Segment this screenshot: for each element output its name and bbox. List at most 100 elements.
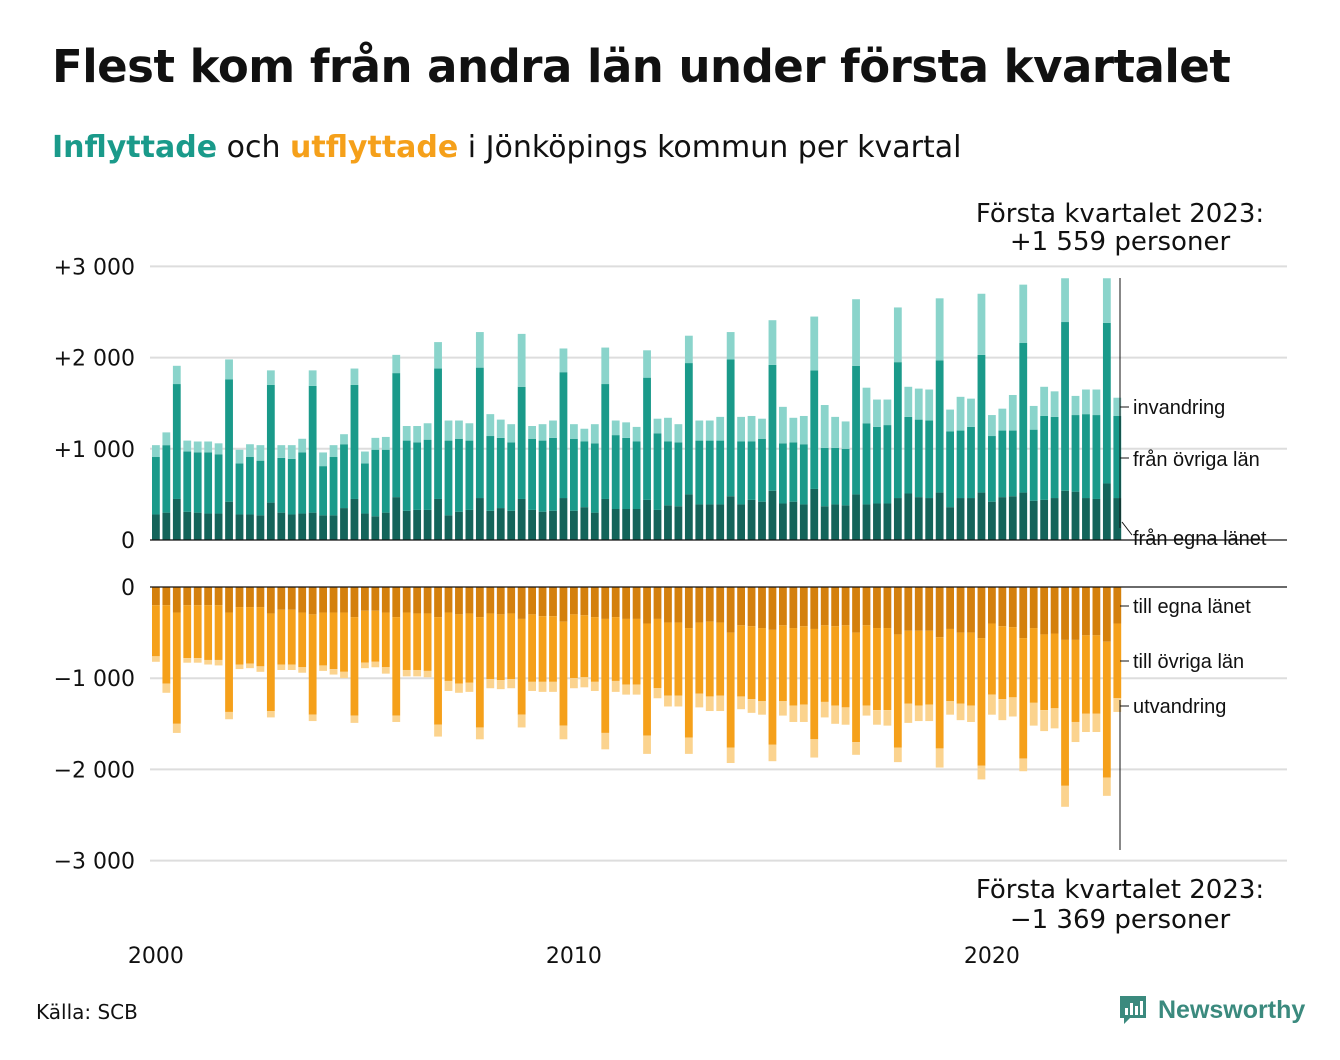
bar-out-1 [862,625,871,706]
bar-in-2 [601,347,610,385]
bar-out-2 [298,667,307,673]
bar-out-1 [893,634,902,748]
bar-out-2 [434,724,442,737]
bar-out-1 [810,628,819,740]
subtitle-rest: i Jönköpings kommun per kvartal [458,130,962,165]
bar-in-1 [549,437,557,511]
bar-in-1 [873,426,881,504]
bar-in-1 [643,377,651,500]
bar-out-1 [329,612,338,670]
bar-out-1 [914,630,923,706]
bar-in-1 [214,454,223,514]
bar-in-1 [235,463,244,515]
inflow-bars [152,278,1122,540]
bar-in-0 [570,510,578,540]
bar-out-1 [287,609,296,665]
bar-out-1 [434,617,442,725]
bar-in-0 [580,507,589,540]
bar-out-1 [820,625,829,702]
bar-out-1 [507,613,516,680]
bar-in-2 [977,293,986,355]
bar-in-1 [590,443,599,513]
bar-in-0 [413,509,422,540]
bar-out-1 [799,626,808,705]
bar-out-1 [277,609,286,665]
bar-out-1 [235,607,244,665]
bar-in-0 [517,498,526,540]
bar-in-2 [643,350,651,378]
x-tick-label: 2000 [128,944,184,969]
bar-out-0 [1061,587,1069,640]
bar-out-0 [308,587,317,615]
bar-in-1 [371,449,380,517]
bar-out-1 [381,612,390,668]
bar-out-0 [517,587,526,619]
bar-out-1 [496,614,505,681]
bar-in-1 [1092,415,1101,499]
bar-out-1 [538,616,547,682]
bar-in-1 [977,354,986,493]
bar-out-2 [653,688,662,699]
bar-in-2 [570,424,578,439]
y-tick-label: 0 [121,576,135,601]
bar-in-0 [277,512,286,540]
bar-in-0 [988,501,996,540]
bar-out-1 [779,625,787,701]
bar-out-1 [747,626,756,700]
bar-in-0 [256,515,265,540]
bar-out-2 [413,669,422,677]
bar-out-2 [486,679,495,689]
bar-in-0 [402,510,411,540]
bar-out-1 [162,605,171,684]
bar-in-2 [371,437,380,450]
bar-in-2 [287,445,296,459]
bar-in-1 [475,367,484,499]
bar-out-0 [967,587,975,633]
bar-in-1 [737,441,745,505]
bar-in-1 [716,440,725,505]
bar-in-2 [444,420,453,441]
chart-subtitle: Inflyttade och utflyttade i Jönköpings k… [52,130,962,165]
bar-out-2 [695,693,704,708]
bar-out-0 [183,587,192,606]
bar-out-0 [852,587,860,633]
bar-in-1 [611,435,620,509]
bar-in-1 [831,447,840,505]
bar-out-0 [841,587,850,626]
bar-out-1 [956,632,965,704]
bar-out-1 [977,638,986,766]
bar-out-2 [684,737,693,754]
bar-out-0 [329,587,338,613]
bar-out-2 [810,739,819,758]
bar-out-1 [475,617,484,728]
bar-in-0 [559,498,568,540]
bar-out-0 [402,587,411,613]
bar-in-0 [935,492,944,540]
bar-in-1 [622,437,631,509]
bar-out-0 [758,587,766,629]
bar-out-1 [831,626,840,706]
bar-out-0 [946,587,954,629]
bar-out-1 [172,612,181,724]
bar-out-2 [914,705,923,722]
bar-in-1 [768,364,777,491]
bar-out-2 [904,703,913,723]
bar-out-2 [340,671,348,679]
bar-in-2 [925,389,934,421]
bar-out-2 [528,681,536,691]
bar-in-0 [726,496,735,540]
newsworthy-logo: Newsworthy [1118,994,1305,1026]
bar-in-0 [486,510,495,540]
bar-in-2 [799,415,808,445]
bar-in-1 [183,451,192,512]
series-label-in: från övriga län [1133,449,1260,471]
bar-out-0 [350,587,359,618]
bar-out-1 [580,615,589,678]
bar-in-2 [862,387,871,424]
bar-in-0 [319,515,327,540]
bar-out-2 [841,707,850,725]
bar-in-2 [914,388,923,420]
bar-in-2 [1113,397,1122,416]
bar-out-0 [695,587,704,623]
x-axis-tick-labels: 2000 2010 2020 [128,944,1020,969]
